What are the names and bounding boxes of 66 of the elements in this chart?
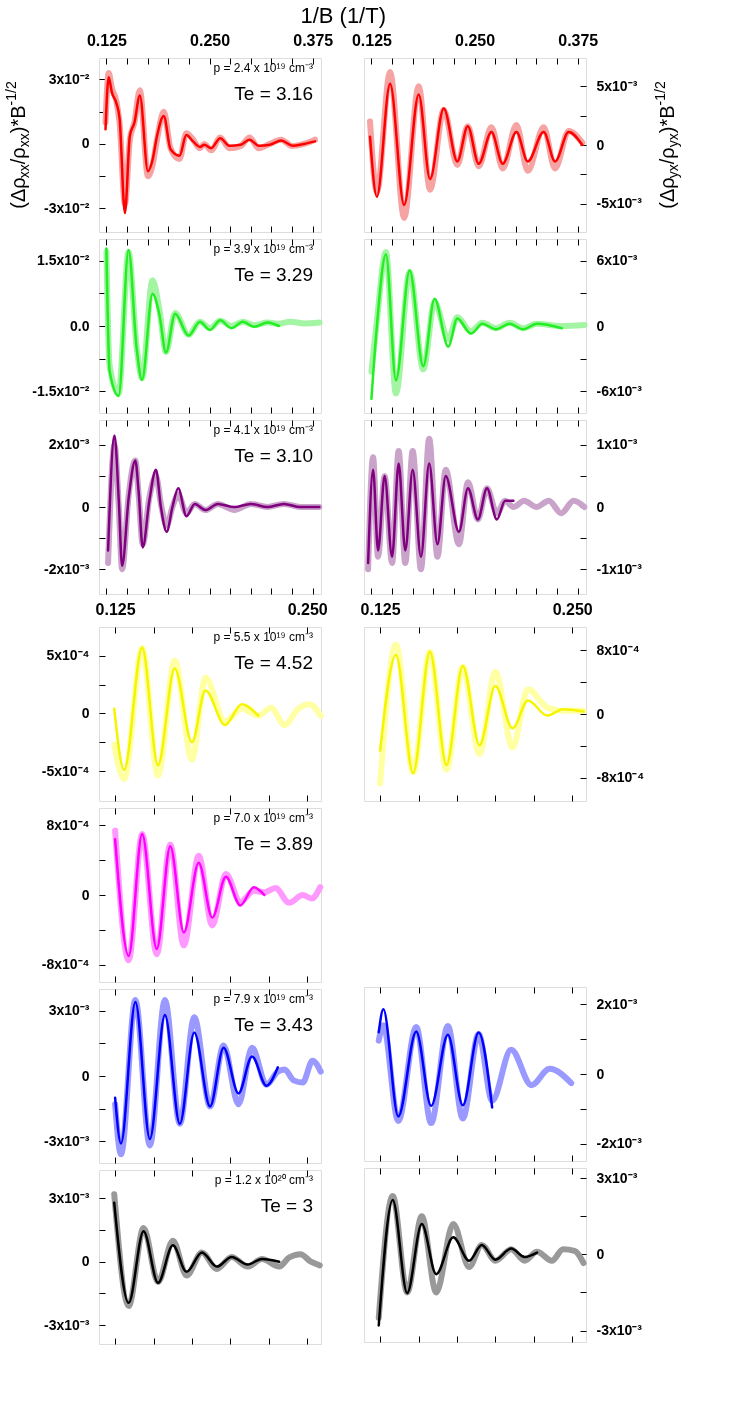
y-tick-label: 3x10⁻³ <box>48 1189 90 1206</box>
y-tick-label: 0 <box>596 498 605 515</box>
y-tick-label: -5x10⁻³ <box>596 195 643 212</box>
y-tick-label: 0 <box>81 704 90 721</box>
y-tick-label: 8x10⁻⁴ <box>46 816 90 833</box>
annotation: p = 3.9 x 10¹⁹ cm⁻³ <box>213 242 313 256</box>
y-tick-label: -1x10⁻³ <box>596 560 643 577</box>
annotation: Te = 3.89 <box>234 833 313 854</box>
x-tick-label: 0.125 <box>360 600 401 618</box>
y-tick-label: -2x10⁻³ <box>596 1135 643 1152</box>
y-tick-label: 1.5x10⁻² <box>37 252 90 269</box>
x-axis-title: 1/B (1/T) <box>300 2 386 28</box>
y-tick-label: -3x10⁻³ <box>596 1322 643 1339</box>
y-tick-label: -3x10⁻² <box>44 199 90 216</box>
annotation: Te = 3 <box>260 1195 313 1216</box>
y-tick-label: -2x10⁻³ <box>44 560 90 577</box>
x-tick-label: 0.250 <box>552 600 593 618</box>
x-tick-label: 0.125 <box>351 31 393 49</box>
y-tick-label: 0 <box>596 317 605 334</box>
annotation: p = 7.9 x 10¹⁹ cm⁻³ <box>213 992 313 1006</box>
y-tick-label: 5x10⁻³ <box>596 77 638 94</box>
annotation: p = 4.1 x 10¹⁹ cm⁻³ <box>213 423 313 437</box>
y-tick-label: 0 <box>596 136 605 153</box>
annotation: Te = 3.43 <box>234 1014 313 1035</box>
y-tick-label: -1.5x10⁻² <box>32 382 90 399</box>
y-tick-label: 1x10⁻³ <box>596 436 638 453</box>
y-tick-label: 0.0 <box>70 317 90 334</box>
x-tick-label: 0.125 <box>95 600 136 618</box>
x-tick-label: 0.250 <box>455 31 496 49</box>
y-tick-label: 2x10⁻³ <box>48 436 90 453</box>
y-tick-label: -5x10⁻⁴ <box>41 762 90 779</box>
y-tick-label: 2x10⁻³ <box>596 995 638 1012</box>
y-tick-label: 0 <box>81 886 90 903</box>
y-tick-label: 6x10⁻³ <box>596 252 638 269</box>
y-tick-label: -8x10⁻⁴ <box>596 769 645 786</box>
annotation: p = 1.2 x 10²⁰ cm⁻³ <box>214 1173 313 1187</box>
y-tick-label: 8x10⁻⁴ <box>596 641 640 658</box>
annotation: p = 5.5 x 10¹⁹ cm⁻³ <box>213 630 313 644</box>
y-tick-label: 0 <box>81 135 90 152</box>
annotation: Te = 4.52 <box>234 652 313 673</box>
y-tick-label: 5x10⁻⁴ <box>46 647 90 664</box>
y-tick-label: 0 <box>596 705 605 722</box>
y-tick-label: -6x10⁻³ <box>596 382 643 399</box>
y-tick-label: 0 <box>596 1065 605 1082</box>
x-tick-label: 0.250 <box>287 600 328 618</box>
y-axis-title: (Δρyx/ρyx)*B-1/2 <box>652 81 682 209</box>
annotation: p = 2.4 x 10¹⁹ cm⁻³ <box>213 61 313 75</box>
y-tick-label: 3x10⁻² <box>48 70 90 87</box>
x-tick-label: 0.125 <box>86 31 128 49</box>
y-axis-title: (Δρxx/ρxx)*B-1/2 <box>3 81 33 209</box>
annotation: p = 7.0 x 10¹⁹ cm⁻³ <box>213 811 313 825</box>
y-tick-label: 3x10⁻³ <box>48 1002 90 1019</box>
annotation: Te = 3.10 <box>234 445 313 466</box>
annotation: Te = 3.29 <box>234 264 313 285</box>
x-tick-label: 0.375 <box>558 31 599 49</box>
y-tick-label: -3x10⁻³ <box>44 1132 90 1149</box>
y-tick-label: -3x10⁻³ <box>44 1316 90 1333</box>
x-tick-label: 0.375 <box>293 31 334 49</box>
annotation: Te = 3.16 <box>234 83 313 104</box>
x-tick-label: 0.250 <box>190 31 231 49</box>
y-tick-label: 0 <box>596 1245 605 1262</box>
y-tick-label: -8x10⁻⁴ <box>41 956 90 973</box>
y-tick-label: 0 <box>81 498 90 515</box>
y-tick-label: 0 <box>81 1067 90 1084</box>
y-tick-label: 3x10⁻³ <box>596 1169 638 1186</box>
y-tick-label: 0 <box>81 1253 90 1270</box>
